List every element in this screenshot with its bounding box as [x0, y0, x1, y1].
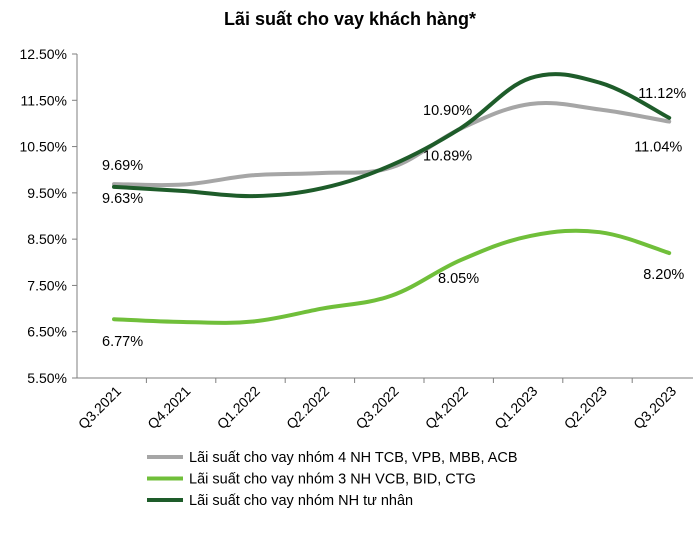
x-tick-label: Q4.2021	[144, 383, 193, 432]
data-label: 6.77%	[102, 334, 143, 350]
y-tick-label: 9.50%	[27, 185, 67, 201]
x-tick-label: Q1.2022	[214, 383, 263, 432]
legend-label-group4-line: Lãi suất cho vay nhóm 4 NH TCB, VPB, MBB…	[189, 450, 518, 466]
x-tick-label: Q3.2021	[75, 383, 124, 432]
y-tick-label: 6.50%	[27, 324, 67, 340]
data-label: 11.12%	[638, 86, 686, 102]
data-label: 10.89%	[423, 149, 472, 165]
series-private-bank-line	[112, 72, 672, 199]
data-label: 8.20%	[643, 267, 684, 283]
chart-title: Lãi suất cho vay khách hàng*	[224, 9, 476, 29]
x-tick-label: Q4.2022	[422, 383, 471, 432]
axes: 5.50% 6.50% 7.50% 8.50% 9.50% 10.50% 11.50% 12.…	[20, 46, 693, 432]
series-group3-line	[112, 228, 672, 325]
legend: Lãi suất cho vay nhóm 4 NH TCB, VPB, MBB…	[147, 450, 518, 509]
x-tick-label: Q3.2022	[352, 383, 401, 432]
x-tick-label: Q3.2023	[630, 383, 679, 432]
legend-label-group3-line: Lãi suất cho vay nhóm 3 NH VCB, BID, CTG	[189, 472, 476, 488]
data-labels: 9.69% 10.89% 11.04% 6.77% 8.05% 8.20% 9.63% 10.…	[102, 86, 686, 350]
y-tick-label: 5.50%	[27, 370, 67, 386]
x-tick-label: Q2.2022	[283, 383, 332, 432]
x-tick-label: Q1.2023	[491, 383, 540, 432]
data-label: 9.63%	[102, 191, 143, 207]
data-label: 10.90%	[423, 103, 472, 119]
y-tick-label: 11.50%	[21, 92, 67, 108]
data-label: 9.69%	[102, 158, 143, 174]
series-group4-line	[112, 100, 672, 188]
data-label: 8.05%	[438, 271, 479, 287]
x-tick-label: Q2.2023	[561, 383, 610, 432]
y-tick-label: 12.50%	[20, 46, 67, 62]
series-layer	[112, 72, 672, 325]
data-label: 11.04%	[634, 140, 682, 156]
y-tick-label: 7.50%	[27, 277, 67, 293]
y-tick-label: 8.50%	[27, 231, 67, 247]
y-tick-label: 10.50%	[20, 139, 67, 155]
legend-label-private-bank-line: Lãi suất cho vay nhóm NH tư nhân	[189, 493, 413, 509]
